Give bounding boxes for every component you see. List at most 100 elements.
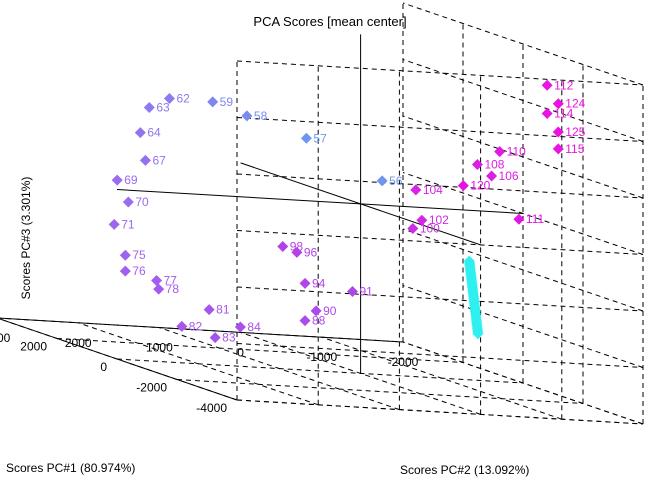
grid-line: [116, 358, 524, 384]
grid-line: [402, 115, 644, 199]
point-label: 77: [164, 274, 178, 288]
data-point: [139, 154, 151, 166]
data-point: [241, 110, 253, 122]
point-label: 94: [312, 276, 326, 290]
point-label: 70: [135, 195, 149, 209]
point-label: 111: [526, 212, 545, 226]
grid-line: [236, 173, 644, 199]
x-tick-label: 2000: [20, 340, 47, 354]
point-label: 88: [312, 314, 326, 328]
point-label: 110: [507, 145, 526, 159]
point-label: 59: [220, 95, 234, 109]
data-point: [494, 146, 506, 158]
data-point: [300, 132, 312, 144]
point-label: 112: [554, 78, 573, 92]
data-point: [407, 222, 419, 234]
grid-line: [402, 341, 644, 425]
point-label: 62: [176, 92, 190, 106]
point-label: 83: [222, 331, 236, 345]
data-point: [108, 218, 120, 230]
data-point: [151, 275, 163, 287]
grid-line: [402, 59, 644, 142]
point-label: 84: [247, 320, 261, 334]
data-point: [410, 184, 422, 196]
data-point: [153, 283, 165, 295]
y-tick-label: 1000: [146, 341, 173, 355]
grid-line: [236, 399, 644, 425]
point-label: 56: [389, 174, 403, 188]
grid-line: [236, 286, 644, 312]
grid-line: [236, 230, 644, 255]
point-label: 115: [565, 142, 584, 156]
data-point: [376, 175, 388, 187]
grid-line: [402, 285, 644, 368]
grid-line: [402, 2, 644, 86]
point-label: 102: [429, 213, 449, 227]
data-point: [209, 332, 221, 344]
data-point: [234, 321, 246, 333]
point-label: 57: [313, 131, 327, 145]
x-tick-label: -2000: [136, 381, 167, 395]
axes-grid: [0, 2, 644, 425]
point-label: 104: [423, 183, 443, 197]
point-label: 98: [290, 239, 304, 253]
data-point: [299, 277, 311, 289]
data-point: [552, 143, 564, 155]
point-label: 63: [156, 101, 170, 115]
data-point: [541, 108, 553, 120]
point-label: 67: [152, 153, 166, 167]
grid-line: [56, 338, 464, 363]
data-point: [472, 328, 484, 340]
point-label: 108: [484, 157, 504, 171]
data-point: [346, 286, 358, 298]
grid-line: [236, 343, 644, 368]
grid-line: [236, 60, 644, 86]
data-point: [203, 304, 215, 316]
data-point: [299, 315, 311, 327]
point-label: 69: [124, 173, 138, 187]
grid-line: [78, 322, 319, 406]
point-label: 64: [147, 126, 161, 140]
data-point: [176, 320, 188, 332]
chart-title: PCA Scores [mean center]: [253, 14, 406, 29]
data-point: [471, 158, 483, 170]
data-point: [541, 79, 553, 91]
data-point: [457, 180, 469, 192]
data-point: [119, 249, 131, 261]
point-label: 124: [565, 97, 585, 111]
origin-line-y: [116, 189, 524, 214]
data-point: [119, 265, 131, 277]
y-tick-label: 3000: [0, 331, 11, 345]
data-point: [111, 174, 123, 186]
grid-line: [321, 336, 562, 420]
z-axis-label: Scores PC#3 (3.301%): [19, 177, 33, 300]
grid-line: [402, 228, 644, 312]
data-point: [513, 213, 525, 225]
data-point: [416, 214, 428, 226]
point-label: 114: [554, 107, 573, 121]
y-axis-line: [0, 317, 404, 343]
point-label: 100: [420, 221, 440, 235]
point-label: 81: [216, 303, 230, 317]
point-label: 82: [189, 319, 203, 333]
x-axis-line: [0, 318, 238, 401]
x-tick-label: 0: [100, 360, 107, 374]
y-tick-label: 2000: [65, 336, 92, 350]
data-point: [122, 196, 134, 208]
grid-line: [236, 117, 644, 142]
y-axis-label: Scores PC#2 (13.092%): [400, 463, 529, 477]
data-point: [291, 246, 303, 258]
point-label: 96: [304, 245, 318, 259]
point-label: 78: [166, 282, 180, 296]
point-label: 125: [565, 125, 585, 139]
grid-line: [176, 379, 584, 404]
point-label: 120: [470, 179, 490, 193]
data-point: [310, 305, 322, 317]
point-label: 71: [121, 217, 135, 231]
point-label: 90: [323, 304, 337, 318]
point-label: 76: [132, 264, 146, 278]
x-tick-label: -4000: [196, 401, 227, 415]
point-label: 106: [499, 169, 519, 183]
